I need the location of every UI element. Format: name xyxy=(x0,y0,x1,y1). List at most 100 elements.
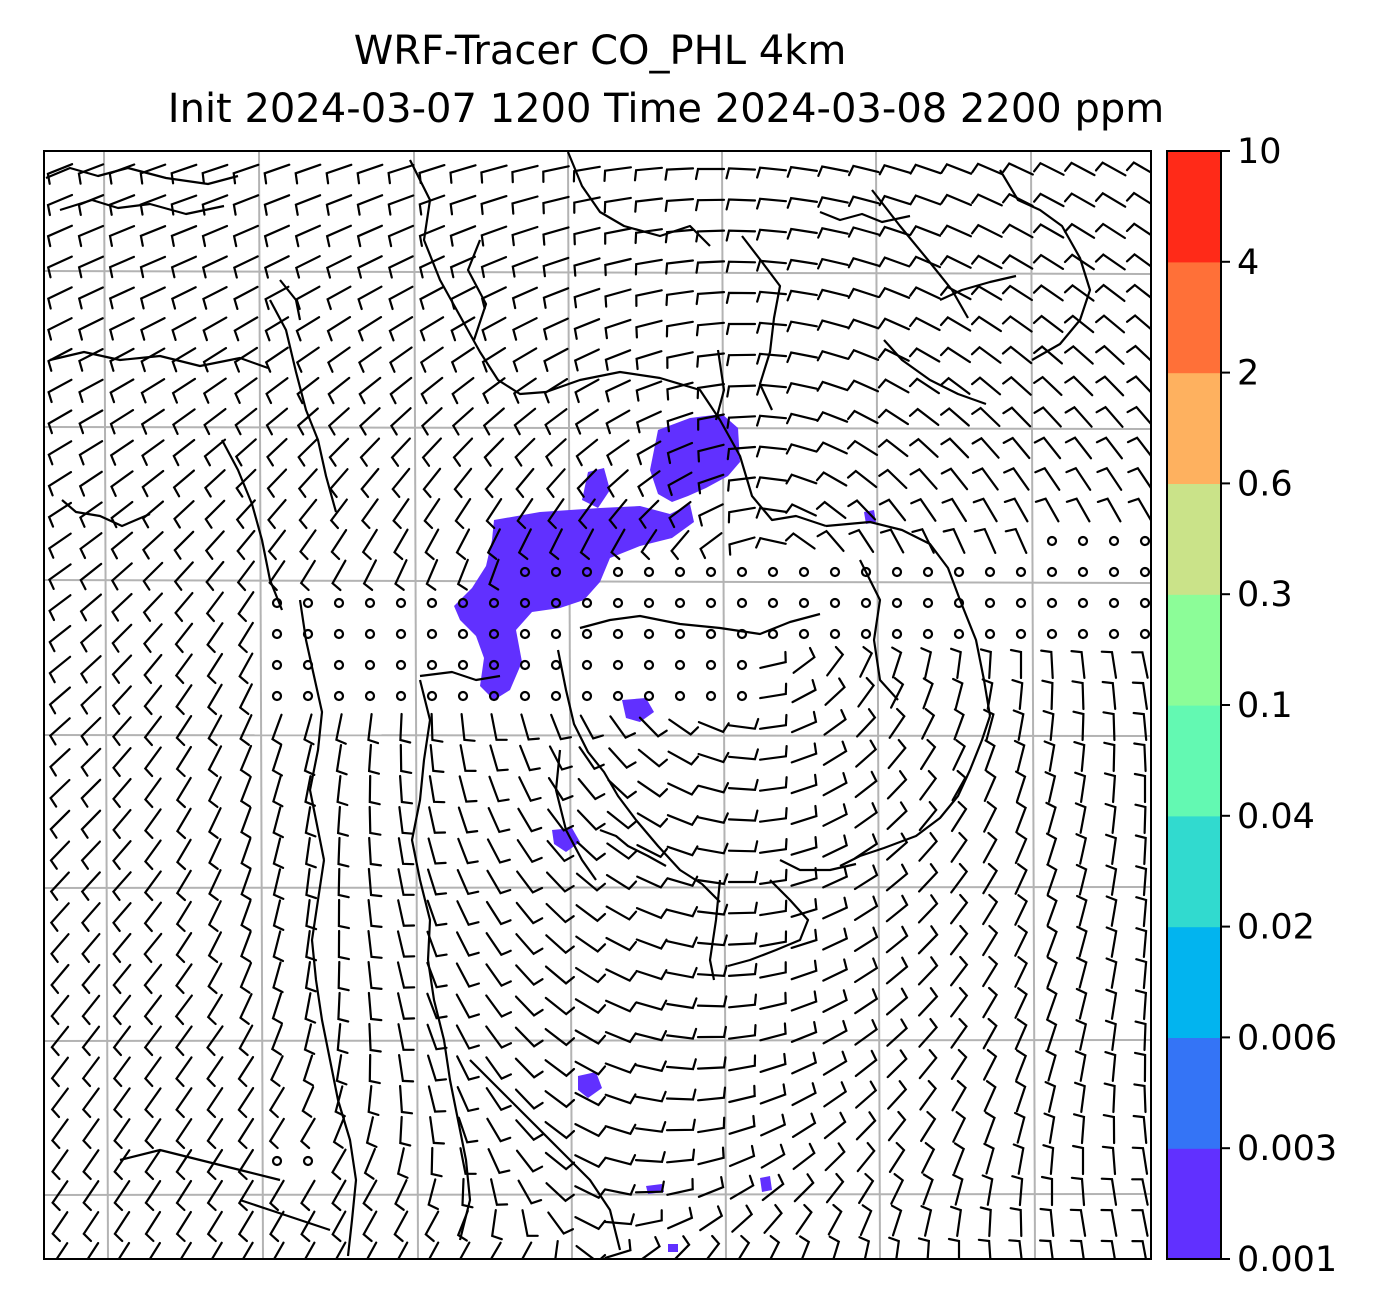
wind-barb xyxy=(512,347,538,373)
wind-barb xyxy=(175,776,192,809)
wind-barb xyxy=(1101,1145,1117,1176)
wind-barb xyxy=(141,469,165,498)
coastline-segment xyxy=(298,599,326,861)
wind-barb xyxy=(604,1238,632,1259)
wind-barb xyxy=(208,838,222,870)
wind-barb xyxy=(47,471,73,497)
wind-barb xyxy=(908,347,941,363)
wind-barb xyxy=(877,438,909,458)
calm-wind-circle xyxy=(302,628,314,640)
parallel-line xyxy=(44,1039,1151,1042)
wind-barb xyxy=(1015,1080,1027,1113)
wind-barb xyxy=(77,194,105,216)
calm-wind-circle xyxy=(705,690,717,702)
coastline-segment xyxy=(859,559,899,701)
wind-barb xyxy=(759,930,788,948)
wind-barb xyxy=(1134,1051,1147,1083)
wind-barb xyxy=(886,801,908,830)
wind-barb xyxy=(785,473,818,485)
wind-barb xyxy=(890,1204,903,1237)
wind-barb xyxy=(461,1177,474,1209)
wind-barb xyxy=(511,286,538,310)
calm-wind-circle xyxy=(550,628,562,640)
colorbar-tick-label: 0.04 xyxy=(1237,797,1315,837)
wind-barb xyxy=(360,498,379,530)
calm-wind-circle xyxy=(705,659,717,671)
wind-barb xyxy=(786,351,818,364)
wind-barb xyxy=(574,408,599,435)
wind-barb xyxy=(755,536,787,549)
wind-barb xyxy=(726,384,757,398)
wind-barb xyxy=(111,654,133,684)
wind-barb xyxy=(240,899,252,932)
wind-barb xyxy=(573,318,601,340)
calm-wind-circle xyxy=(612,690,624,702)
wind-barb xyxy=(486,1117,512,1143)
wind-barb xyxy=(515,933,544,956)
wind-barb xyxy=(486,838,511,864)
wind-barb xyxy=(545,1182,575,1203)
wind-barb xyxy=(877,408,909,426)
wind-barb xyxy=(696,964,728,977)
wind-barb xyxy=(908,377,940,395)
calm-wind-circle xyxy=(426,597,438,609)
wind-barb xyxy=(982,924,999,957)
calm-wind-circle xyxy=(302,1155,314,1167)
wind-barb xyxy=(325,224,352,248)
wind-barb xyxy=(47,347,73,372)
wind-barb xyxy=(544,996,576,1016)
wind-barb xyxy=(608,498,628,529)
wind-barb xyxy=(487,807,511,834)
wind-barb xyxy=(240,806,252,839)
wind-barb xyxy=(1073,741,1086,772)
wind-barb xyxy=(304,775,316,807)
wind-barb xyxy=(886,987,909,1016)
wind-barb xyxy=(77,163,105,185)
wind-barb xyxy=(940,162,973,175)
wind-barb xyxy=(979,1206,992,1238)
wind-barb xyxy=(638,716,668,738)
wind-barb xyxy=(427,868,448,896)
wind-barb xyxy=(1133,742,1147,773)
wind-barb xyxy=(951,769,967,802)
wind-barb xyxy=(769,1235,781,1259)
calm-wind-circle xyxy=(1046,597,1058,609)
wind-barb xyxy=(909,194,942,206)
wind-barb xyxy=(824,677,846,706)
wind-barb xyxy=(428,775,446,804)
wind-barb xyxy=(1009,1207,1023,1238)
wind-barb xyxy=(485,1025,512,1049)
wind-barb xyxy=(393,528,409,561)
wind-barb xyxy=(367,961,383,990)
wind-barb xyxy=(786,227,818,240)
wind-barb xyxy=(337,867,350,899)
wind-barb xyxy=(981,678,994,710)
wind-barb xyxy=(1096,466,1123,491)
wind-barb xyxy=(756,197,787,210)
wind-barb xyxy=(234,407,258,436)
calm-wind-circle xyxy=(674,659,686,671)
wind-barb xyxy=(1032,284,1064,302)
wind-barb xyxy=(1011,1175,1024,1207)
wind-barb xyxy=(48,655,72,684)
wind-barb xyxy=(667,750,700,766)
wind-barb xyxy=(1063,253,1095,271)
parallel-line xyxy=(44,270,1151,275)
wind-barb xyxy=(367,713,380,745)
wind-barb xyxy=(399,712,412,744)
wind-barb xyxy=(760,1113,787,1137)
wind-barb xyxy=(667,782,699,796)
wind-barb xyxy=(300,1179,316,1212)
wind-barb xyxy=(77,255,104,279)
wind-barb xyxy=(268,1086,285,1119)
wind-barb xyxy=(950,1017,968,1049)
wind-barb xyxy=(891,646,903,679)
calm-wind-circle xyxy=(829,597,841,609)
calm-wind-circle xyxy=(674,597,686,609)
wind-barb xyxy=(1001,253,1034,270)
wind-barb xyxy=(755,506,787,519)
wind-barb xyxy=(175,745,192,778)
wind-barb xyxy=(454,498,472,530)
wind-barb xyxy=(847,499,877,521)
wind-barb xyxy=(756,383,787,396)
